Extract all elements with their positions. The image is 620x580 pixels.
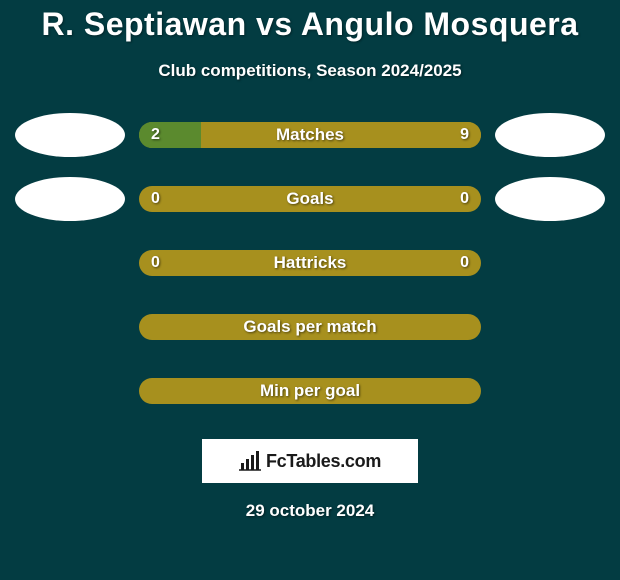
right-avatar <box>495 177 605 221</box>
bar-label: Min per goal <box>139 381 481 401</box>
bar-label: Goals per match <box>139 317 481 337</box>
stat-bar: 00Hattricks <box>139 250 481 276</box>
logo-text: FcTables.com <box>266 451 381 472</box>
page-title: R. Septiawan vs Angulo Mosquera <box>0 0 620 43</box>
logo-box: FcTables.com <box>202 439 418 483</box>
comparison-infographic: R. Septiawan vs Angulo Mosquera Club com… <box>0 0 620 580</box>
bar-label: Goals <box>139 189 481 209</box>
stat-row: 00Goals <box>0 177 620 221</box>
stat-row: 29Matches <box>0 113 620 157</box>
left-avatar <box>15 177 125 221</box>
bar-label: Matches <box>139 125 481 145</box>
stat-row: 00Hattricks <box>0 241 620 285</box>
left-avatar <box>15 113 125 157</box>
stat-bar: 00Goals <box>139 186 481 212</box>
stat-bar: Goals per match <box>139 314 481 340</box>
footer-date: 29 october 2024 <box>0 501 620 521</box>
stat-row: Min per goal <box>0 369 620 413</box>
bars-icon <box>239 451 261 471</box>
stat-rows: 29Matches 00Goals 00Hattricks Goals per mat… <box>0 113 620 413</box>
page-subtitle: Club competitions, Season 2024/2025 <box>0 61 620 81</box>
bar-label: Hattricks <box>139 253 481 273</box>
stat-row: Goals per match <box>0 305 620 349</box>
stat-bar: 29Matches <box>139 122 481 148</box>
stat-bar: Min per goal <box>139 378 481 404</box>
right-avatar <box>495 113 605 157</box>
